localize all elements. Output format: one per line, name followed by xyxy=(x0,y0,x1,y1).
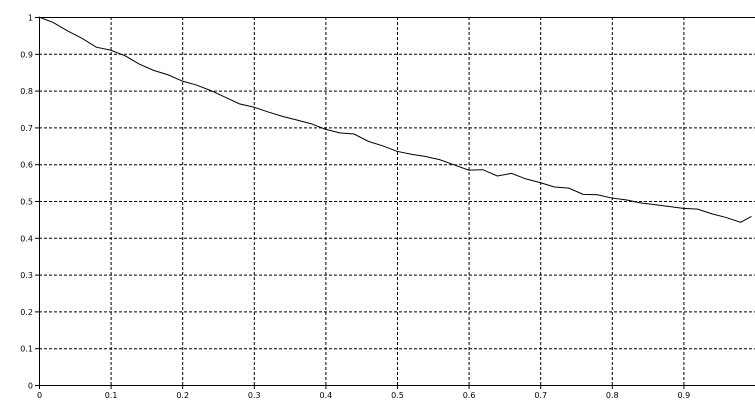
x-tick-label: 0.7 xyxy=(534,391,547,400)
x-tick-label: 0.5 xyxy=(391,391,404,400)
y-tick-label: 0.9 xyxy=(20,50,33,59)
y-tick-label: 0.5 xyxy=(20,198,33,207)
x-tick-label: 0.1 xyxy=(105,391,118,400)
y-tick-label: 0.3 xyxy=(20,271,33,280)
y-tick-label: 0.4 xyxy=(20,234,33,243)
y-tick-label: 0.1 xyxy=(20,345,33,354)
x-tick-label: 0 xyxy=(37,391,42,400)
x-tick-label: 0.4 xyxy=(320,391,333,400)
x-tick-label: 0.8 xyxy=(606,391,619,400)
x-tick-label: 0.9 xyxy=(678,391,691,400)
x-tick-label: 0.2 xyxy=(176,391,189,400)
y-tick-label: 0 xyxy=(28,382,33,391)
y-tick-label: 0.6 xyxy=(20,161,33,170)
y-tick-label: 1 xyxy=(28,14,33,23)
x-tick-label: 0.3 xyxy=(248,391,261,400)
x-tick-label: 0.6 xyxy=(463,391,476,400)
y-tick-label: 0.8 xyxy=(20,87,33,96)
y-tick-label: 0.7 xyxy=(20,124,33,133)
series-line xyxy=(38,16,752,223)
y-tick-label: 0.2 xyxy=(20,308,33,317)
